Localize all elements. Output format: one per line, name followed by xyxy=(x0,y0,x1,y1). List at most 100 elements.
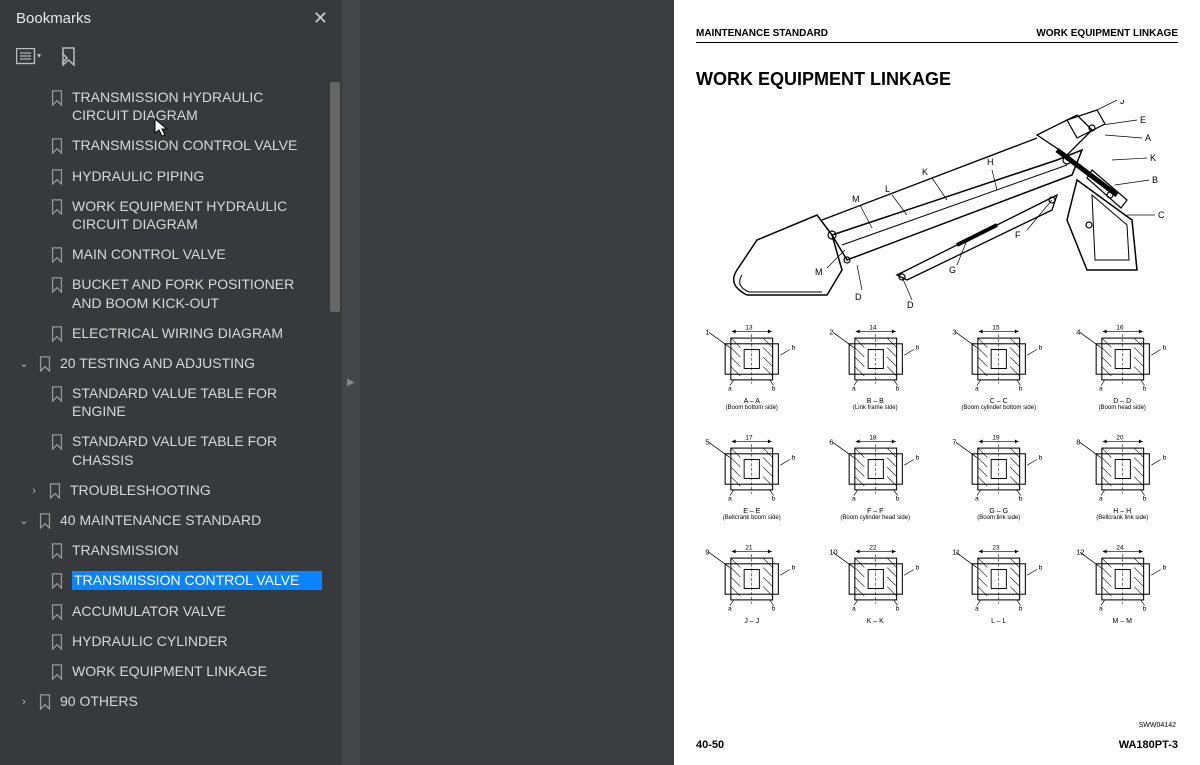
bookmark-label: WORK EQUIPMENT HYDRAULIC CIRCUIT DIAGRAM xyxy=(72,197,322,233)
bookmark-tree[interactable]: TRANSMISSION HYDRAULIC CIRCUIT DIAGRAM TR… xyxy=(0,82,342,765)
svg-text:b: b xyxy=(772,605,776,612)
svg-text:18: 18 xyxy=(869,435,877,442)
section-view: 2 14 a b b B – B (Link frame side) xyxy=(820,321,932,421)
chevron-down-icon[interactable]: ⌄ xyxy=(16,514,32,528)
svg-text:G: G xyxy=(949,265,956,275)
svg-text:a: a xyxy=(728,495,732,502)
svg-text:b: b xyxy=(915,455,919,462)
svg-text:1: 1 xyxy=(705,327,709,336)
svg-text:b: b xyxy=(1162,345,1166,352)
svg-text:b: b xyxy=(895,385,899,392)
svg-text:2: 2 xyxy=(829,327,833,336)
find-bookmark-icon[interactable] xyxy=(60,47,78,72)
bookmark-label: TRANSMISSION HYDRAULIC CIRCUIT DIAGRAM xyxy=(72,88,322,124)
scrollbar-thumb[interactable] xyxy=(330,82,340,312)
options-icon[interactable] xyxy=(16,48,42,71)
svg-text:M: M xyxy=(852,194,860,204)
svg-text:K: K xyxy=(1150,153,1156,163)
bookmark-item[interactable]: TRANSMISSION HYDRAULIC CIRCUIT DIAGRAM xyxy=(4,82,326,130)
section-view: 7 19 a b b G – G (Boom link side) xyxy=(943,431,1055,531)
svg-text:a: a xyxy=(1099,605,1103,612)
bookmark-label: 40 MAINTENANCE STANDARD xyxy=(60,511,322,529)
collapse-icon[interactable]: ▶ xyxy=(347,377,355,388)
page-footer: 40-50 WA180PT-3 xyxy=(696,739,1178,751)
svg-text:b: b xyxy=(895,605,899,612)
linkage-diagram: J E A K B C F H K L M M D D G xyxy=(696,100,1178,310)
bookmark-label: TRANSMISSION CONTROL VALVE xyxy=(72,571,322,589)
svg-text:17: 17 xyxy=(745,435,753,442)
bookmark-item[interactable]: ⌄ 40 MAINTENANCE STANDARD xyxy=(4,505,326,535)
svg-text:a: a xyxy=(975,605,979,612)
bookmark-label: ACCUMULATOR VALVE xyxy=(72,602,322,620)
bookmark-item[interactable]: MAIN CONTROL VALVE xyxy=(4,239,326,269)
bookmark-item[interactable]: TRANSMISSION CONTROL VALVE xyxy=(4,130,326,160)
bookmarks-panel: Bookmarks ✕ TRANSMISSION HYDRAULIC CIRCU… xyxy=(0,0,342,765)
svg-text:a: a xyxy=(1099,385,1103,392)
bookmark-label: 90 OTHERS xyxy=(60,692,322,710)
svg-text:7: 7 xyxy=(952,437,956,446)
section-view: 8 20 a b b H – H (Bellcrank link side) xyxy=(1067,431,1179,531)
svg-text:23: 23 xyxy=(992,545,1000,552)
svg-text:C: C xyxy=(1158,210,1165,220)
section-view: 5 17 a b b E – E (Bellcrank boom side) xyxy=(696,431,808,531)
close-icon[interactable]: ✕ xyxy=(313,8,328,29)
svg-text:A: A xyxy=(1145,133,1151,143)
section-view: 6 18 a b b F – F (Boom cylinder head sid… xyxy=(820,431,932,531)
svg-text:b: b xyxy=(792,345,796,352)
svg-text:b: b xyxy=(772,385,776,392)
bookmark-item[interactable]: ELECTRICAL WIRING DIAGRAM xyxy=(4,318,326,348)
svg-text:15: 15 xyxy=(992,325,1000,332)
svg-text:b: b xyxy=(1019,495,1023,502)
svg-text:b: b xyxy=(1142,605,1146,612)
svg-text:a: a xyxy=(1099,495,1103,502)
chevron-right-icon[interactable]: › xyxy=(16,695,32,709)
bookmark-item[interactable]: HYDRAULIC PIPING xyxy=(4,161,326,191)
svg-text:6: 6 xyxy=(829,437,833,446)
svg-text:b: b xyxy=(1019,605,1023,612)
bookmark-item[interactable]: WORK EQUIPMENT HYDRAULIC CIRCUIT DIAGRAM xyxy=(4,191,326,239)
svg-text:b: b xyxy=(1162,565,1166,572)
page-title: WORK EQUIPMENT LINKAGE xyxy=(696,69,1178,90)
svg-text:a: a xyxy=(975,385,979,392)
svg-text:4: 4 xyxy=(1076,327,1080,336)
svg-text:K: K xyxy=(922,167,928,177)
section-view: 9 21 a b b J – J xyxy=(696,541,808,641)
svg-text:3: 3 xyxy=(952,327,956,336)
bookmark-item[interactable]: BUCKET AND FORK POSITIONER AND BOOM KICK… xyxy=(4,269,326,317)
bookmark-label: TRANSMISSION xyxy=(72,541,322,559)
bookmark-label: WORK EQUIPMENT LINKAGE xyxy=(72,662,322,680)
chevron-down-icon[interactable]: ⌄ xyxy=(16,357,32,371)
bookmark-label: ELECTRICAL WIRING DIAGRAM xyxy=(72,324,322,342)
pdf-page: MAINTENANCE STANDARD WORK EQUIPMENT LINK… xyxy=(674,0,1200,765)
bookmark-item[interactable]: › 90 OTHERS xyxy=(4,686,326,716)
svg-text:a: a xyxy=(852,385,856,392)
bookmarks-title: Bookmarks xyxy=(16,10,91,27)
bookmark-item[interactable]: ⌄20 TESTING AND ADJUSTING xyxy=(4,348,326,378)
svg-text:24: 24 xyxy=(1116,545,1124,552)
svg-text:13: 13 xyxy=(745,325,753,332)
bookmark-item[interactable]: › TROUBLESHOOTING xyxy=(4,475,326,505)
bookmark-label: HYDRAULIC CYLINDER xyxy=(72,632,322,650)
bookmark-item[interactable]: STANDARD VALUE TABLE FOR ENGINE xyxy=(4,378,326,426)
svg-text:21: 21 xyxy=(745,545,753,552)
bookmark-item[interactable]: TRANSMISSION CONTROL VALVE xyxy=(4,565,326,595)
drawing-code: SWW04142 xyxy=(1139,722,1176,729)
section-view: 10 22 a b b K – K xyxy=(820,541,932,641)
svg-text:a: a xyxy=(728,605,732,612)
bookmark-label: TROUBLESHOOTING xyxy=(70,481,322,499)
document-viewer[interactable]: MAINTENANCE STANDARD WORK EQUIPMENT LINK… xyxy=(360,0,1200,765)
svg-text:b: b xyxy=(1162,455,1166,462)
svg-text:14: 14 xyxy=(869,325,877,332)
bookmark-item[interactable]: ACCUMULATOR VALVE xyxy=(4,596,326,626)
svg-text:b: b xyxy=(1142,385,1146,392)
bookmark-item[interactable]: STANDARD VALUE TABLE FOR CHASSIS xyxy=(4,426,326,474)
bookmarks-header: Bookmarks ✕ xyxy=(0,0,342,39)
bookmark-item[interactable]: WORK EQUIPMENT LINKAGE xyxy=(4,656,326,686)
panel-divider[interactable]: ▶ xyxy=(342,0,360,765)
chevron-right-icon[interactable]: › xyxy=(26,484,42,498)
svg-text:b: b xyxy=(895,495,899,502)
page-header: MAINTENANCE STANDARD WORK EQUIPMENT LINK… xyxy=(696,28,1178,43)
bookmark-item[interactable]: TRANSMISSION xyxy=(4,535,326,565)
svg-text:b: b xyxy=(1142,495,1146,502)
bookmark-item[interactable]: HYDRAULIC CYLINDER xyxy=(4,626,326,656)
